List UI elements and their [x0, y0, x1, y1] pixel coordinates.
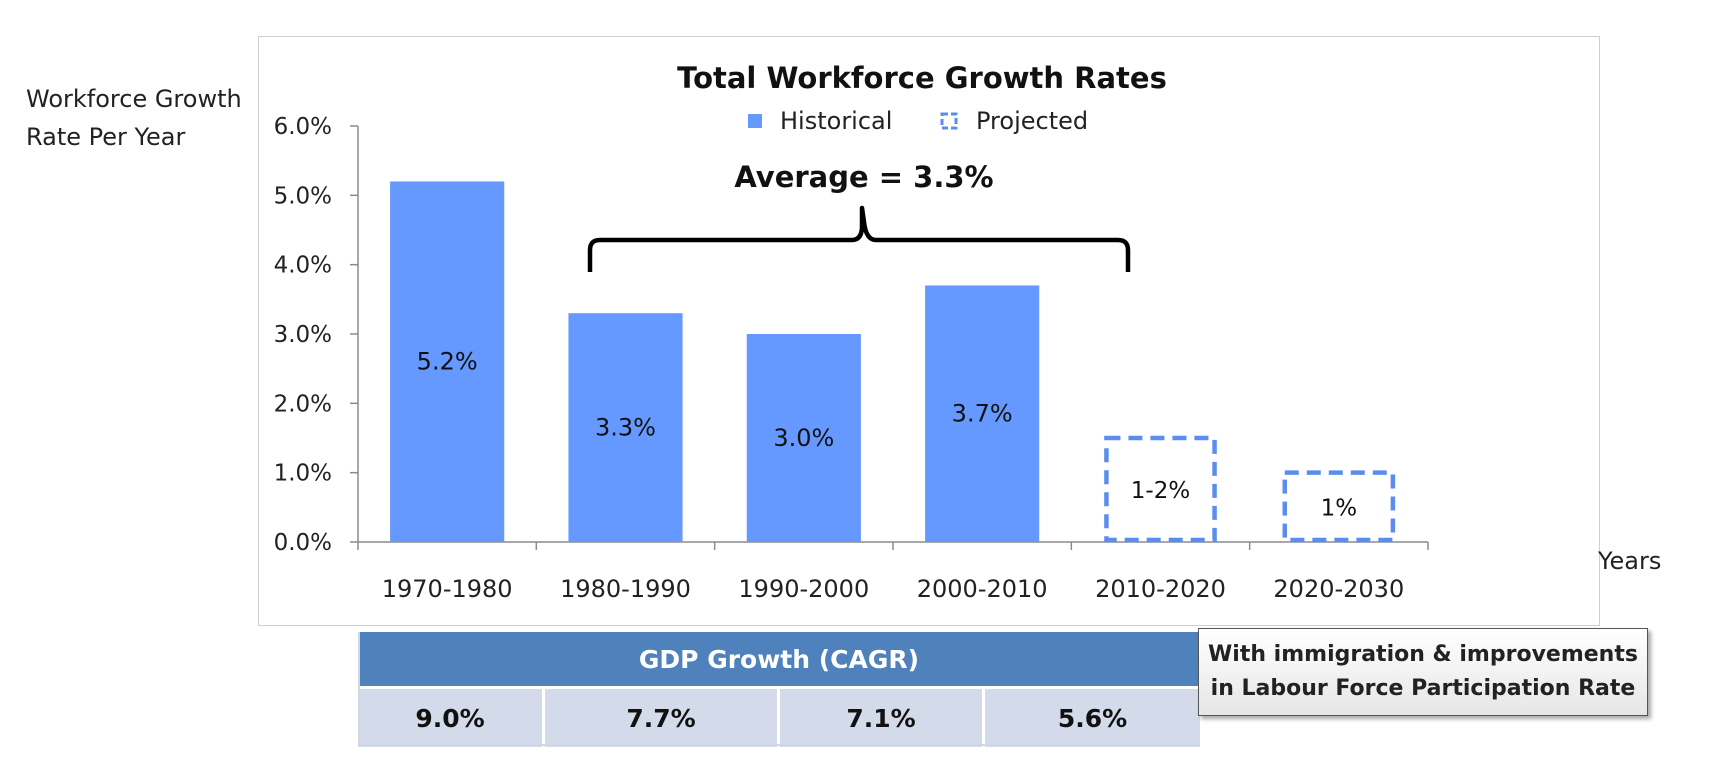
bar-value-label: 1-2%: [1131, 478, 1190, 504]
x-tick-label: 2010-2020: [1095, 575, 1226, 603]
bars: 5.2% 3.3% 3.0% 3.7% 1-2% 1%: [390, 181, 1396, 543]
bar-projected-2020-2030: [1282, 470, 1396, 543]
bar-historical-1970-1980: [390, 181, 505, 542]
gdp-table-header: GDP Growth (CAGR): [358, 632, 1200, 686]
bar-projected-2010-2020: [1104, 435, 1217, 543]
y-axis-label: Workforce Growth Rate Per Year: [26, 85, 242, 151]
bar-value-label: 1%: [1321, 495, 1358, 521]
bar-value-label: 3.7%: [952, 400, 1013, 428]
x-tick-label: 1990-2000: [738, 575, 869, 603]
x-ticks: 1970-1980 1980-1990 1990-2000 2000-2010 2010…: [357, 542, 1429, 603]
bar-historical-1980-1990: [568, 313, 683, 542]
gdp-cell-1980-1990: 7.7%: [545, 686, 780, 747]
x-axis-label: Years: [1597, 547, 1661, 575]
y-ticks: 0.0% 1.0% 2.0% 3.0% 4.0% 5.0% 6.0%: [274, 114, 358, 556]
bar-value-label: 3.0%: [773, 424, 834, 452]
x-tick-label: 2020-2030: [1273, 575, 1404, 603]
y-tick-label: 4.0%: [274, 253, 332, 279]
x-tick-label: 2000-2010: [917, 575, 1048, 603]
chart-legend: Historical Projected: [748, 107, 1088, 135]
legend-historical-label: Historical: [780, 107, 892, 135]
legend-projected-swatch: [940, 112, 958, 130]
legend-projected-label: Projected: [976, 107, 1088, 135]
y-tick-label: 0.0%: [274, 530, 332, 556]
note-line-1: With immigration & improvements: [1208, 642, 1638, 667]
note-line-2: in Labour Force Participation Rate: [1210, 676, 1636, 701]
bar-historical-1990-2000: [746, 334, 861, 542]
gdp-growth-table: GDP Growth (CAGR) 9.0% 7.7% 7.1% 5.6%: [358, 632, 1200, 747]
y-tick-label: 5.0%: [274, 183, 332, 209]
x-axis: Years: [358, 541, 1661, 575]
gdp-cell-1990-2000: 7.1%: [780, 686, 985, 747]
legend-historical-swatch: [748, 114, 762, 128]
bar-historical-2000-2010: [925, 285, 1040, 542]
y-tick-label: 3.0%: [274, 322, 332, 348]
projection-note-box: With immigration & improvements in Labou…: [1198, 628, 1648, 716]
bar-value-label: 3.3%: [595, 414, 656, 442]
chart-title: Total Workforce Growth Rates: [677, 61, 1167, 95]
gdp-table-row: 9.0% 7.7% 7.1% 5.6%: [358, 686, 1200, 747]
average-brace: [587, 205, 1131, 272]
bar-value-label: 5.2%: [417, 348, 478, 376]
y-tick-label: 1.0%: [274, 461, 332, 487]
y-tick-label: 6.0%: [274, 114, 332, 140]
average-annotation: Average = 3.3%: [734, 160, 993, 194]
gdp-cell-1970-1980: 9.0%: [358, 686, 545, 747]
x-tick-label: 1970-1980: [382, 575, 513, 603]
y-tick-label: 2.0%: [274, 391, 332, 417]
x-tick-label: 1980-1990: [560, 575, 691, 603]
gdp-cell-2000-2010: 5.6%: [985, 686, 1200, 747]
